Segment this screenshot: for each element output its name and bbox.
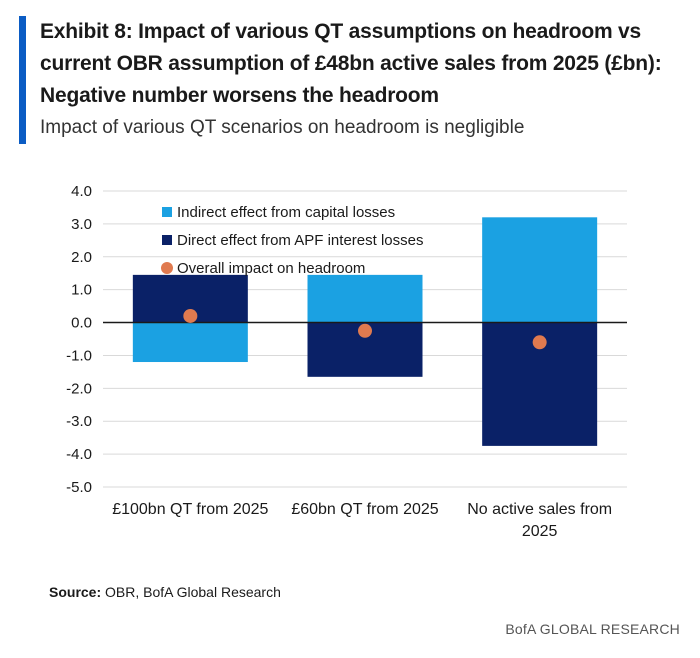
- y-tick-label: -3.0: [66, 413, 92, 430]
- x-tick-label: £60bn QT from 2025: [291, 501, 438, 518]
- x-tick-label: £100bn QT from 2025: [112, 501, 268, 518]
- y-tick-label: 3.0: [71, 216, 92, 233]
- y-axis-labels: 4.0 3.0 2.0 1.0 0.0 -1.0 -2.0 -3.0 -4.0 -5.0: [66, 183, 92, 496]
- bar-indirect: [307, 274, 423, 323]
- accent-bar: [19, 16, 26, 144]
- legend-swatch: [162, 235, 172, 245]
- overall-marker: [183, 308, 198, 323]
- x-axis-labels: £100bn QT from 2025 £60bn QT from 2025 No …: [112, 501, 612, 540]
- y-tick-label: 1.0: [71, 282, 92, 299]
- source-note: Source: OBR, BofA Global Research: [49, 584, 281, 600]
- legend-swatch: [162, 207, 172, 217]
- x-tick-label: No active sales from 2025: [467, 501, 612, 540]
- y-tick-label: -4.0: [66, 446, 92, 463]
- y-tick-label: 2.0: [71, 249, 92, 266]
- legend-label: Indirect effect from capital losses: [177, 204, 395, 221]
- y-tick-label: -2.0: [66, 380, 92, 397]
- source-label: Source:: [49, 584, 102, 600]
- chart-subtitle: Impact of various QT scenarios on headro…: [40, 117, 525, 138]
- legend-marker: [161, 262, 173, 274]
- legend: Indirect effect from capital losses Direc…: [161, 204, 423, 277]
- legend-label: Overall impact on headroom: [177, 260, 365, 277]
- legend-label: Direct effect from APF interest losses: [177, 232, 423, 249]
- overall-marker: [358, 323, 372, 338]
- chart-title: Exhibit 8: Impact of various QT assumpti…: [40, 20, 662, 107]
- bar-indirect: [132, 322, 248, 363]
- y-tick-label: -5.0: [66, 479, 92, 496]
- source-text: OBR, BofA Global Research: [105, 584, 281, 600]
- bar-indirect: [482, 217, 598, 323]
- y-tick-label: -1.0: [66, 347, 92, 364]
- overall-marker: [532, 335, 547, 350]
- y-tick-label: 4.0: [71, 183, 92, 200]
- y-tick-label: 0.0: [71, 315, 92, 332]
- overall-markers: [183, 308, 547, 350]
- brand-footer: BofA GLOBAL RESEARCH: [505, 621, 680, 637]
